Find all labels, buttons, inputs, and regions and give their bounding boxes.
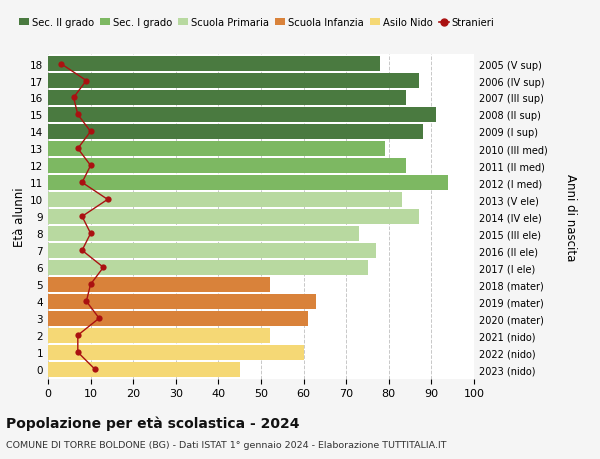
Legend: Sec. II grado, Sec. I grado, Scuola Primaria, Scuola Infanzia, Asilo Nido, Stran: Sec. II grado, Sec. I grado, Scuola Prim… — [19, 18, 494, 28]
Bar — [48, 362, 240, 377]
Bar — [48, 243, 376, 258]
Bar — [48, 294, 316, 309]
Bar — [48, 209, 419, 224]
Bar — [48, 328, 269, 343]
Bar — [48, 108, 436, 123]
Bar — [48, 74, 419, 89]
Bar — [48, 125, 423, 140]
Y-axis label: Età alunni: Età alunni — [13, 187, 26, 246]
Bar — [48, 142, 385, 157]
Bar — [48, 226, 359, 241]
Text: COMUNE DI TORRE BOLDONE (BG) - Dati ISTAT 1° gennaio 2024 - Elaborazione TUTTITA: COMUNE DI TORRE BOLDONE (BG) - Dati ISTA… — [6, 440, 446, 449]
Bar — [48, 175, 448, 190]
Bar — [48, 311, 308, 326]
Bar — [48, 57, 380, 72]
Bar — [48, 277, 269, 292]
Bar — [48, 91, 406, 106]
Bar — [48, 159, 406, 174]
Bar — [48, 260, 367, 275]
Y-axis label: Anni di nascita: Anni di nascita — [564, 174, 577, 260]
Text: Popolazione per età scolastica - 2024: Popolazione per età scolastica - 2024 — [6, 415, 299, 430]
Bar — [48, 192, 401, 207]
Bar — [48, 345, 304, 360]
